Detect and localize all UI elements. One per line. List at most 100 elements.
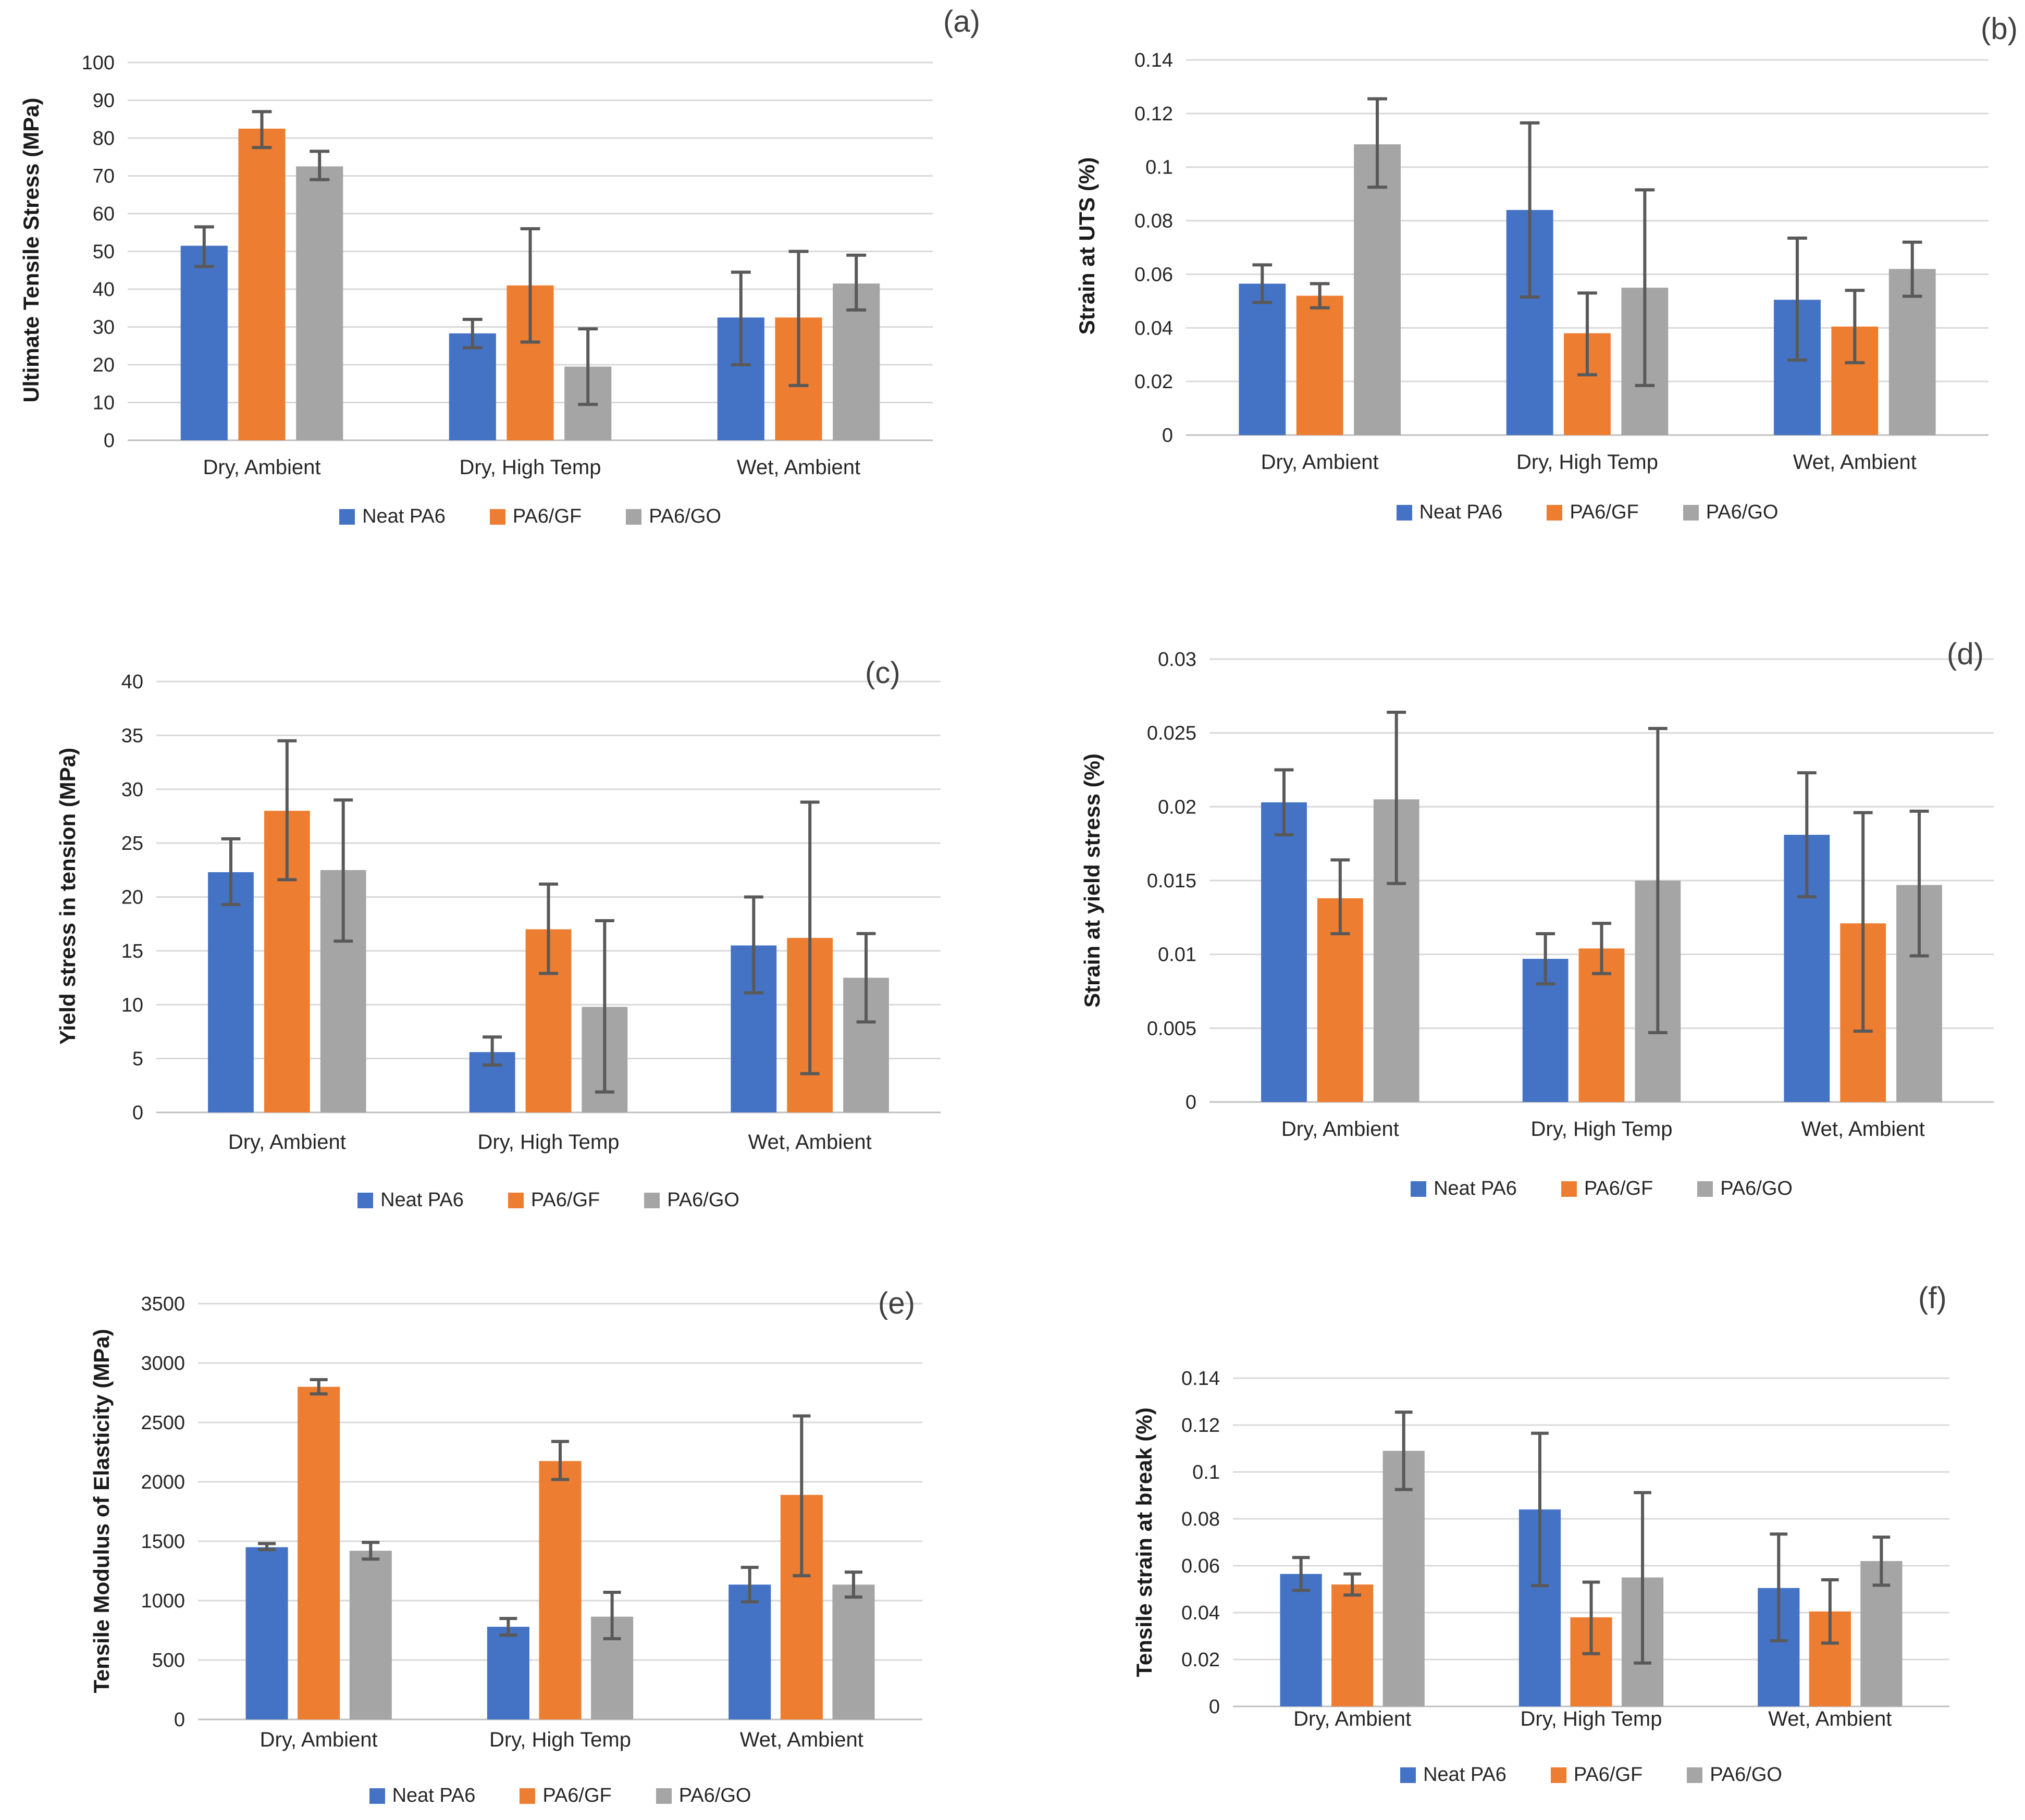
legend-item-pa6-gf: PA6/GF <box>1550 1764 1643 1786</box>
legend-item-neat-pa6: Neat PA6 <box>339 505 446 528</box>
y-tick-label: 0.04 <box>1134 317 1173 339</box>
error-bar-pa6-go <box>334 798 353 943</box>
y-tick-label: 2000 <box>141 1471 185 1493</box>
error-bar-neat-pa6 <box>1292 1556 1310 1592</box>
legend-swatch-pa6-go <box>626 509 642 525</box>
x-category-label: Dry, High Temp <box>1516 451 1658 474</box>
y-axis-title-e: Tensile Modulus of Elasticity (MPa) <box>89 1329 114 1693</box>
error-bar-pa6-gf <box>1592 922 1611 975</box>
y-tick-label: 0.14 <box>1181 1368 1220 1390</box>
panel-letter-b: (b) <box>1981 12 2018 46</box>
y-tick-label: 0 <box>1162 425 1173 447</box>
error-bar-pa6-gf <box>1330 858 1350 935</box>
error-bar-neat-pa6 <box>1531 1431 1549 1588</box>
error-bar-pa6-gf <box>1821 1578 1839 1645</box>
y-tick-label: 0.02 <box>1158 796 1196 818</box>
chart-d-bars: 0 0.005 0.01 0.015 0.02 0.025 0.03 Dry, Ambient… <box>1147 649 1994 1141</box>
y-axis-title-d: Strain at yield stress (%) <box>1080 753 1104 1008</box>
error-bar-pa6-go <box>1902 240 1922 298</box>
legend-b: Neat PA6 PA6/GF PA6/GO <box>1186 501 1989 524</box>
bar-pa6-gf <box>539 1461 582 1719</box>
panel-a-ultimate-tensile-stress: 0 10 20 30 40 50 60 70 80 90 100 Dry, Ambient Dry, H… <box>0 0 1011 604</box>
error-bar-neat-pa6 <box>499 1617 517 1637</box>
legend-swatch-pa6-go <box>1697 1181 1713 1197</box>
y-tick-label: 90 <box>93 90 115 112</box>
legend-swatch-pa6-go <box>1687 1767 1703 1783</box>
panel-e-tensile-modulus: 0 500 1000 1500 2000 2500 3000 3500 Dry, Ambient… <box>0 1214 1011 1820</box>
y-tick-label: 0.01 <box>1158 944 1196 966</box>
error-bar-pa6-gf <box>310 1378 328 1396</box>
legend-item-pa6-go: PA6/GO <box>656 1785 751 1807</box>
legend-a: Neat PA6 PA6/GF PA6/GO <box>128 505 933 528</box>
legend-swatch-neat-pa6 <box>1400 1767 1416 1783</box>
y-tick-label: 1000 <box>141 1590 185 1612</box>
x-category-label: Dry, Ambient <box>203 456 321 479</box>
error-bar-pa6-gf <box>800 800 820 1075</box>
y-tick-label: 5 <box>132 1048 143 1070</box>
error-bar-pa6-gf <box>520 227 540 344</box>
legend-label-pa6-gf: PA6/GF <box>512 505 582 527</box>
bar-neat-pa6 <box>1280 1574 1322 1706</box>
legend-label-pa6-go: PA6/GO <box>1706 501 1779 523</box>
y-tick-label: 0.08 <box>1181 1508 1220 1530</box>
y-tick-label: 0.025 <box>1147 723 1196 745</box>
panel-f-strain-at-break: 0 0.02 0.04 0.06 0.08 0.1 0.12 0.14 Dry, Ambient… <box>1014 1214 2025 1820</box>
legend-label-pa6-gf: PA6/GF <box>1573 1764 1643 1786</box>
bar-neat-pa6 <box>1261 802 1307 1102</box>
error-bar-pa6-go <box>362 1541 380 1561</box>
panel-b-strain-at-uts: 0 0.02 0.04 0.06 0.08 0.1 0.12 0.14 Dry, Ambient… <box>1014 0 2025 604</box>
legend-label-neat-pa6: Neat PA6 <box>362 505 446 527</box>
x-category-label: Wet, Ambient <box>1801 1118 1925 1141</box>
error-bar-neat-pa6 <box>1787 237 1807 362</box>
legend-swatch-pa6-go <box>656 1788 672 1804</box>
y-tick-label: 20 <box>93 354 115 376</box>
error-bar-neat-pa6 <box>1536 932 1555 986</box>
error-bar-pa6-go <box>595 919 614 1094</box>
x-category-label: Dry, Ambient <box>1261 451 1379 474</box>
panel-letter-d: (d) <box>1947 637 1984 671</box>
error-bar-pa6-go <box>310 150 330 181</box>
legend-swatch-pa6-gf <box>520 1788 536 1804</box>
legend-label-neat-pa6: Neat PA6 <box>1419 501 1503 523</box>
panel-letter-c: (c) <box>865 656 900 690</box>
legend-swatch-neat-pa6 <box>339 509 355 525</box>
y-tick-label: 3000 <box>141 1353 185 1375</box>
y-tick-label: 25 <box>121 833 143 855</box>
bar-pa6-go <box>1382 1451 1425 1706</box>
error-bar-pa6-go <box>844 1570 862 1599</box>
error-bar-pa6-gf <box>788 250 809 387</box>
y-tick-label: 30 <box>93 317 115 339</box>
legend-item-pa6-gf: PA6/GF <box>1547 501 1639 524</box>
x-category-label: Dry, High Temp <box>478 1131 620 1154</box>
panel-d-strain-at-yield: 0 0.005 0.01 0.015 0.02 0.025 0.03 Dry, Ambient… <box>1014 604 2025 1214</box>
error-bar-pa6-gf <box>1577 291 1597 377</box>
legend-item-pa6-go: PA6/GO <box>626 505 721 528</box>
error-bar-pa6-gf <box>1845 289 1865 365</box>
error-bar-neat-pa6 <box>221 837 241 906</box>
legend-label-pa6-go: PA6/GO <box>1720 1178 1793 1199</box>
legend-label-neat-pa6: Neat PA6 <box>392 1785 476 1806</box>
chart-f-bars: 0 0.02 0.04 0.06 0.08 0.1 0.12 0.14 Dry, Ambient… <box>1181 1368 1949 1730</box>
y-tick-label: 0 <box>174 1709 185 1731</box>
legend-swatch-neat-pa6 <box>1396 504 1412 521</box>
y-tick-label: 20 <box>121 887 143 909</box>
legend-swatch-neat-pa6 <box>1411 1181 1427 1197</box>
y-tick-label: 0.1 <box>1145 157 1173 179</box>
legend-item-neat-pa6: Neat PA6 <box>357 1189 464 1211</box>
legend-swatch-pa6-gf <box>1547 504 1563 521</box>
legend-item-pa6-go: PA6/GO <box>644 1189 739 1211</box>
y-tick-label: 0.06 <box>1134 264 1173 286</box>
y-tick-label: 0.04 <box>1181 1602 1220 1624</box>
legend-item-pa6-go: PA6/GO <box>1687 1764 1782 1786</box>
y-tick-label: 0.005 <box>1147 1018 1196 1039</box>
bar-neat-pa6 <box>728 1584 771 1719</box>
y-tick-label: 0.06 <box>1181 1555 1220 1577</box>
bar-neat-pa6 <box>1239 283 1286 435</box>
panel-letter-f: (f) <box>1918 1281 1947 1315</box>
x-category-label: Dry, High Temp <box>1531 1118 1673 1141</box>
legend-swatch-pa6-gf <box>1550 1767 1566 1783</box>
error-bar-pa6-gf <box>539 882 558 975</box>
error-bar-pa6-gf <box>793 1414 811 1578</box>
y-tick-label: 2500 <box>141 1412 185 1434</box>
y-tick-label: 35 <box>121 725 143 747</box>
